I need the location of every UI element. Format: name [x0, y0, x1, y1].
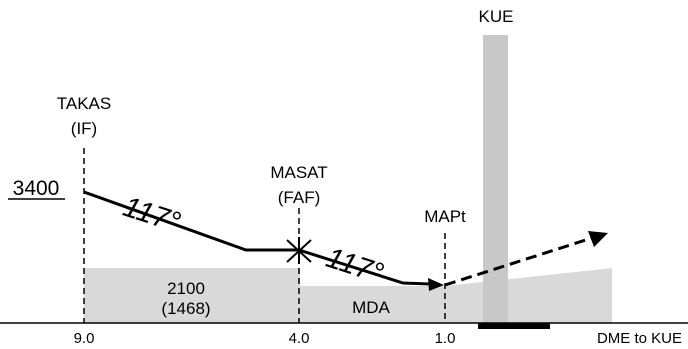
masat-name: MASAT	[270, 163, 327, 182]
missed-approach-arrowhead	[588, 231, 608, 247]
kue-station-label: KUE	[479, 7, 514, 26]
takas-dme-label: 9.0	[74, 330, 95, 347]
takas-role: (IF)	[71, 119, 97, 138]
mapt-name: MAPt	[424, 207, 466, 226]
segment-minimum-area	[84, 268, 300, 323]
masat-dme-label: 4.0	[289, 330, 310, 347]
masat-role: (FAF)	[278, 188, 321, 207]
altitude-label: 3400	[13, 177, 60, 200]
segment-minimum-altitude: 2100	[167, 279, 205, 298]
faf-marker	[286, 237, 312, 264]
mda-label: MDA	[352, 298, 390, 317]
final-course-label: 117°	[322, 242, 387, 290]
initial-course-label: 117°	[119, 191, 184, 239]
dme-axis-label: DME to KUE	[597, 330, 682, 347]
runway-bar	[478, 323, 550, 329]
mda-area	[300, 268, 612, 323]
takas-name: TAKAS	[57, 94, 111, 113]
kue-station-column	[483, 35, 508, 323]
segment-minimum-height: (1468)	[161, 299, 210, 318]
mapt-arrowhead	[428, 278, 444, 291]
mapt-dme-label: 1.0	[435, 330, 456, 347]
missed-approach-path	[444, 236, 593, 287]
